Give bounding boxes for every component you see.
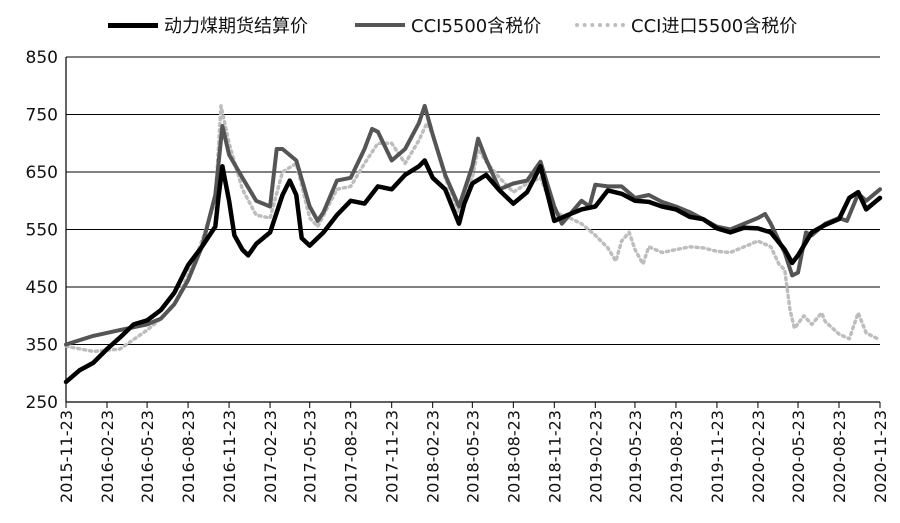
legend: 动力煤期货结算价 CCI5500含税价 CCI进口5500含税价 (0, 10, 900, 40)
x-tick-label-9: 2018-02-23 (424, 410, 443, 503)
axes (65, 57, 881, 408)
x-tick-labels: 2015-11-23 2016-02-23 2016-05-23 2016-08-23… (57, 410, 890, 503)
x-tick-label-19: 2020-08-23 (830, 410, 849, 503)
y-tick-label-650: 650 (26, 163, 58, 183)
series-line-1 (64, 103, 882, 347)
x-tick-label-5: 2017-02-23 (261, 410, 280, 503)
legend-swatch-cci-import (575, 23, 625, 27)
x-tick-label-10: 2018-05-23 (463, 410, 482, 503)
x-tick-label-20: 2020-11-23 (871, 410, 890, 503)
x-tick-label-14: 2019-05-23 (626, 410, 645, 503)
x-tick-label-18: 2020-05-23 (789, 410, 808, 503)
y-tick-label-550: 550 (26, 221, 58, 241)
x-tick-label-12: 2018-11-23 (545, 410, 564, 503)
series-lines (63, 103, 883, 385)
y-tick-label-350: 350 (26, 336, 58, 356)
series-line-2 (64, 104, 882, 354)
legend-label-cci5500: CCI5500含税价 (411, 16, 542, 37)
legend-label-futures: 动力煤期货结算价 (164, 16, 308, 37)
x-tick-label-0: 2015-11-23 (57, 410, 76, 503)
legend-swatch-cci5500 (355, 23, 405, 27)
legend-item-futures: 动力煤期货结算价 (108, 10, 308, 40)
gridlines (66, 56, 880, 345)
x-tick-label-7: 2017-08-23 (342, 410, 361, 503)
legend-swatch-futures (108, 22, 158, 28)
x-tick-label-17: 2020-02-23 (749, 410, 768, 503)
x-tick-label-8: 2017-11-23 (383, 410, 402, 503)
x-tick-label-15: 2019-08-23 (667, 410, 686, 503)
x-tick-label-4: 2016-11-23 (220, 410, 239, 503)
y-tick-label-450: 450 (26, 278, 58, 298)
y-tick-label-850: 850 (26, 48, 58, 68)
x-tick-label-1: 2016-02-23 (98, 410, 117, 503)
x-tick-label-3: 2016-08-23 (179, 410, 198, 503)
legend-item-cci5500: CCI5500含税价 (355, 10, 541, 40)
x-tick-label-2: 2016-05-23 (138, 410, 157, 503)
x-tick-label-16: 2019-11-23 (708, 410, 727, 503)
x-tick-label-13: 2019-02-23 (586, 410, 605, 503)
y-tick-labels: 250 350 450 550 650 750 850 (26, 48, 58, 413)
legend-item-cci-import: CCI进口5500含税价 (575, 10, 797, 40)
series-line-0 (63, 158, 883, 385)
x-tick-label-6: 2017-05-23 (301, 410, 320, 503)
y-tick-label-750: 750 (26, 106, 58, 126)
x-tick-label-11: 2018-08-23 (504, 410, 523, 503)
y-tick-label-250: 250 (26, 393, 58, 413)
legend-label-cci-import: CCI进口5500含税价 (631, 16, 798, 37)
